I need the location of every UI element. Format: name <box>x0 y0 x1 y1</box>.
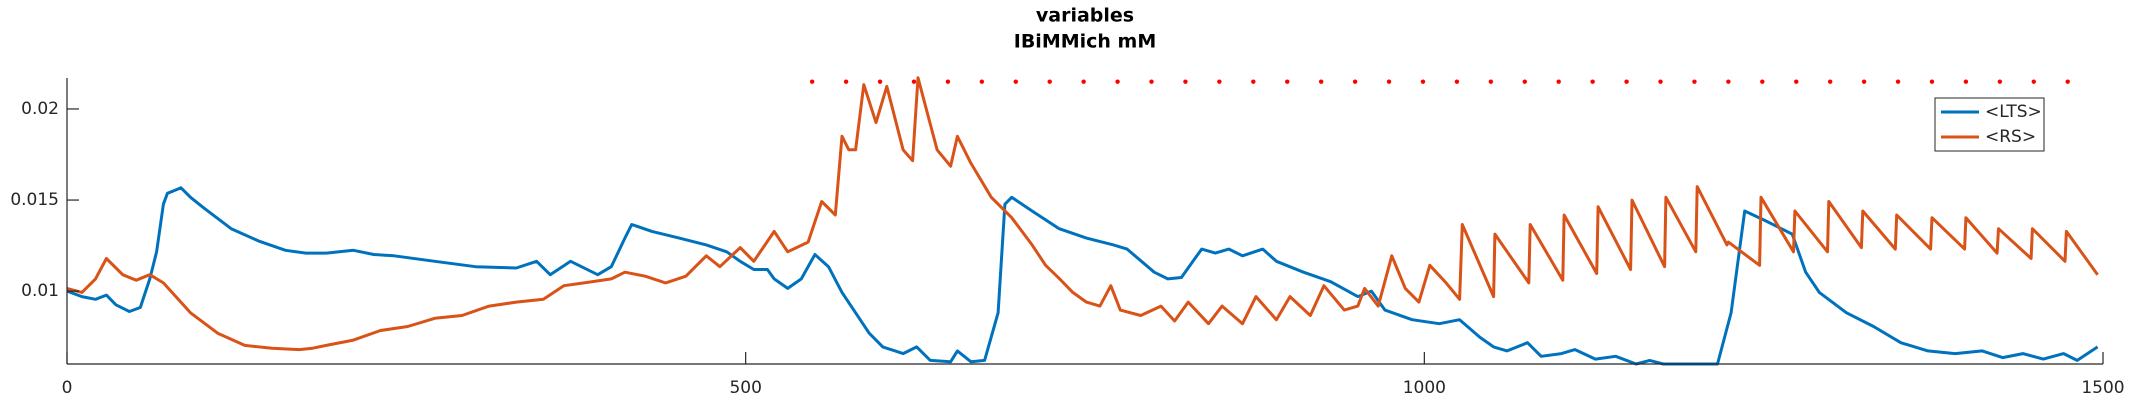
legend-label: <RS> <box>1985 127 2036 147</box>
spike-marker <box>979 79 985 84</box>
x-tick-label: 0 <box>62 378 73 398</box>
y-tick-label: 0.01 <box>21 281 59 301</box>
spike-marker <box>1522 79 1527 84</box>
y-tick-label: 0.015 <box>10 190 59 210</box>
spike-marker <box>1658 79 1663 84</box>
spike-marker <box>1420 79 1426 84</box>
spike-marker <box>843 79 849 84</box>
spike-marker <box>1726 79 1731 84</box>
data-line <box>66 76 2099 352</box>
spike-marker <box>1556 79 1561 84</box>
spike-marker <box>1895 79 1901 84</box>
data-line <box>66 186 2099 366</box>
y-tick-label: 0.02 <box>21 99 59 119</box>
spike-marker <box>2065 79 2070 84</box>
spike-marker <box>1183 79 1188 84</box>
spike-marker <box>1013 79 1018 84</box>
x-tick-label: 1000 <box>1403 378 1446 398</box>
spike-marker <box>1861 79 1867 84</box>
spike-marker <box>911 79 917 84</box>
spike-marker <box>1760 79 1765 84</box>
spike-marker <box>877 79 883 84</box>
spike-marker <box>1963 79 1969 84</box>
spike-marker <box>1827 79 1833 84</box>
spike-marker <box>1149 79 1154 84</box>
spike-marker <box>1929 79 1935 84</box>
spike-marker <box>1115 79 1120 84</box>
spike-marker <box>2031 79 2036 84</box>
spike-marker <box>1692 79 1697 84</box>
spike-marker <box>1794 79 1799 84</box>
chart-title: variables <box>1036 5 1134 27</box>
spike-marker <box>945 79 951 84</box>
x-tick-label: 500 <box>729 378 761 398</box>
spike-marker <box>1624 79 1629 84</box>
spike-marker <box>809 79 815 84</box>
spike-marker <box>1386 79 1392 84</box>
spike-marker <box>1488 79 1494 84</box>
legend-label: <LTS> <box>1985 102 2042 122</box>
spike-marker <box>1081 79 1086 84</box>
legend-box <box>1934 97 2045 152</box>
x-tick-label: 1500 <box>2081 378 2124 398</box>
chart-subtitle: IBiMMich mM <box>1014 31 1157 53</box>
spike-marker <box>1454 79 1460 84</box>
spike-marker <box>1285 79 1290 84</box>
spike-marker <box>1997 79 2003 84</box>
spike-marker <box>1318 79 1324 84</box>
spike-marker <box>1217 79 1222 84</box>
spike-marker <box>1047 79 1052 84</box>
spike-marker <box>1590 79 1595 84</box>
spike-marker <box>1352 79 1358 84</box>
spike-marker <box>1251 79 1256 84</box>
